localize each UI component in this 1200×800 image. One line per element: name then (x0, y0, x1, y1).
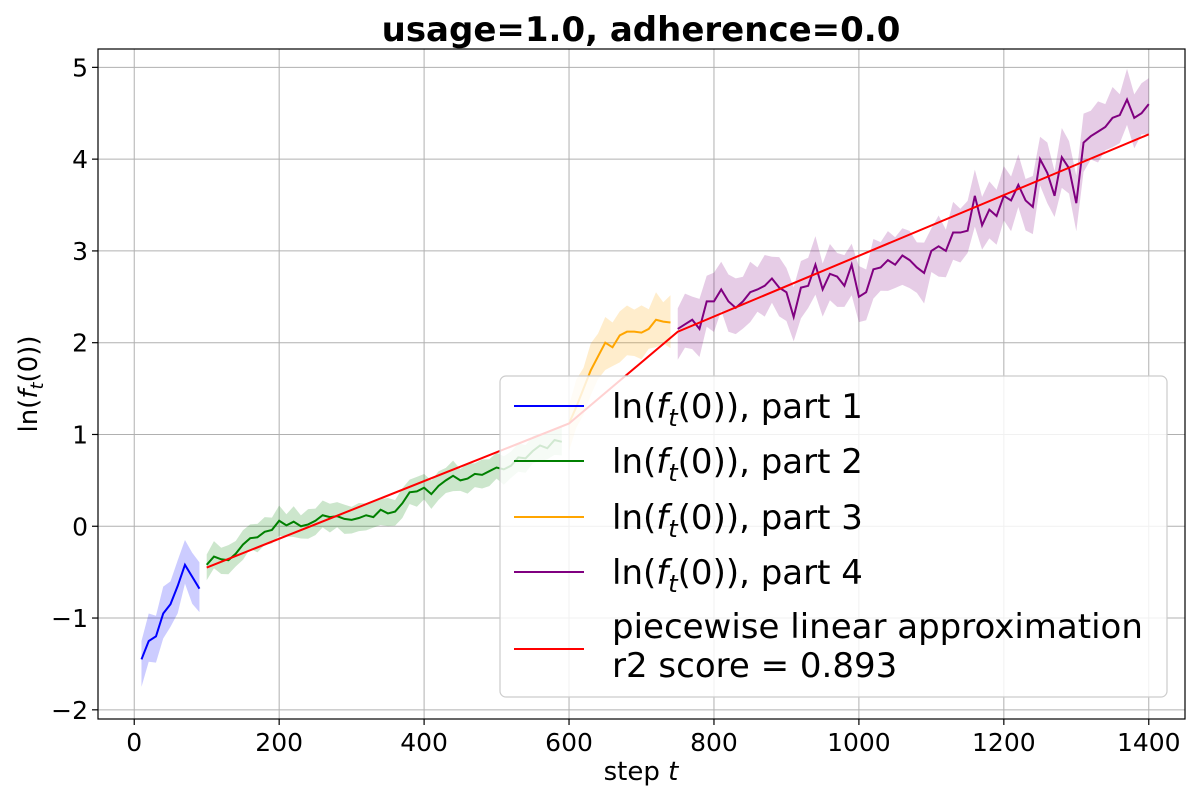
x-tick-label: 1200 (972, 728, 1036, 757)
legend-label: ln(ft(0)), part 4 (612, 553, 863, 598)
confidence-bands (141, 68, 1149, 687)
y-tick-label: 2 (72, 329, 88, 358)
ticks: 0 200 400 600 800 1000 1200 1400 −2 −1 0 1 2 3 4 5 (51, 53, 1180, 757)
y-tick-label: 4 (72, 145, 88, 174)
chart-title: usage=1.0, adherence=0.0 (382, 10, 901, 50)
x-axis-label-var: t (668, 757, 679, 787)
legend-entry-part-2: ln(ft(0)), part 2 (514, 442, 863, 487)
y-tick-label: −1 (51, 604, 88, 633)
legend-label: ln(ft(0)), part 2 (612, 442, 863, 487)
y-tick-label: 3 (72, 237, 88, 266)
legend-label-r2: r2 score = 0.893 (612, 646, 897, 686)
x-tick-label: 0 (126, 728, 142, 757)
y-tick-label: −2 (51, 696, 88, 725)
x-tick-label: 200 (255, 728, 303, 757)
band-part-4 (677, 68, 1149, 360)
legend-label: ln(ft(0)), part 1 (612, 387, 863, 432)
x-axis-label: step t (604, 757, 680, 787)
x-tick-label: 800 (690, 728, 738, 757)
legend-label: ln(ft(0)), part 3 (612, 498, 863, 543)
x-tick-label: 1000 (827, 728, 891, 757)
legend-label-fit: piecewise linear approximation (612, 607, 1143, 647)
plot-frame (97, 48, 1186, 720)
x-tick-label: 600 (545, 728, 593, 757)
band-part-3 (569, 292, 671, 451)
legend-entry-part-1: ln(ft(0)), part 1 (514, 387, 863, 432)
x-tick-label: 400 (400, 728, 448, 757)
y-tick-label: 0 (72, 512, 88, 541)
legend-box (499, 375, 1168, 698)
band-part-1 (141, 540, 200, 687)
legend: ln(ft(0)), part 1 ln(ft(0)), part 2 ln(ft(… (499, 375, 1168, 698)
series-line-part-1 (140, 562, 201, 660)
y-tick-label: 5 (72, 53, 88, 82)
x-tick-label: 1400 (1117, 728, 1181, 757)
series-line-part-4 (677, 96, 1150, 332)
x-axis-label-text: step (604, 757, 669, 787)
band-part-2 (206, 426, 562, 581)
legend-entry-part-3: ln(ft(0)), part 3 (514, 498, 863, 543)
y-tick-label: 1 (72, 420, 88, 449)
legend-entry-part-4: ln(ft(0)), part 4 (514, 553, 863, 598)
